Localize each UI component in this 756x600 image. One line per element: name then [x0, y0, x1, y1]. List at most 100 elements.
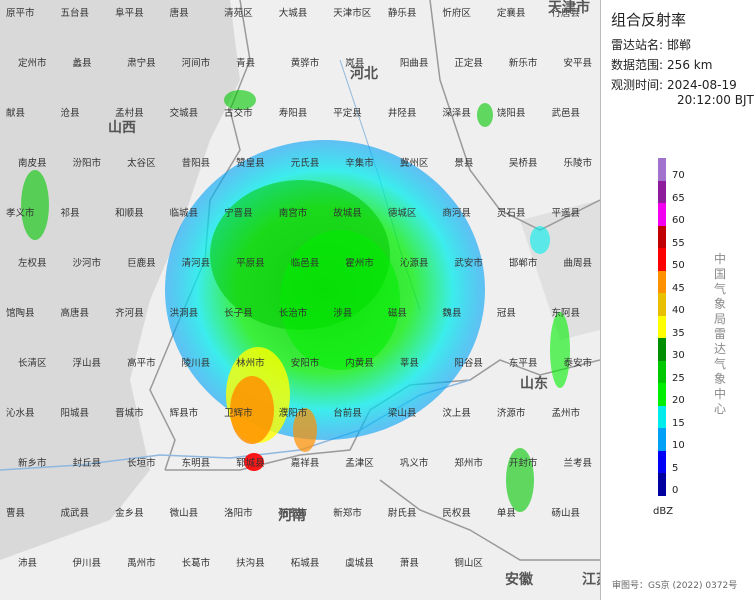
echo-cell	[21, 170, 49, 240]
time-clock: 20:12:00 BJT	[677, 93, 754, 107]
city-label: 曲周县	[563, 258, 592, 269]
province-label: 安徽	[505, 571, 534, 588]
city-label: 梁山县	[388, 407, 417, 419]
city-label: 陵川县	[182, 358, 211, 369]
city-label: 沛县	[18, 557, 37, 569]
echo-cell	[506, 448, 534, 512]
legend-color-45	[658, 270, 666, 293]
city-label: 行唐县	[551, 7, 580, 19]
legend-label-40: 40	[672, 305, 685, 316]
city-label: 昔阳县	[182, 158, 211, 169]
city-label: 太谷区	[127, 157, 156, 169]
city-label: 长治市	[279, 307, 308, 319]
watermark-text: 中国气象局雷达气象中心	[713, 252, 726, 416]
legend-label-0: 0	[672, 485, 679, 496]
city-label: 唐县	[170, 7, 189, 19]
city-label: 濮阳市	[279, 407, 308, 419]
city-label: 新郑市	[333, 507, 362, 519]
legend-color-65	[658, 180, 666, 203]
echo-area-red	[244, 453, 264, 471]
station-row: 雷达站名: 邯郸	[611, 36, 691, 53]
province-label: 山西	[108, 120, 136, 136]
city-label: 安平县	[563, 57, 592, 69]
city-label: 青县	[236, 57, 255, 69]
city-label: 东阿县	[551, 307, 580, 319]
city-label: 林州市	[236, 357, 265, 369]
echo-area-orange	[293, 408, 317, 452]
city-label: 安阳市	[291, 357, 320, 369]
city-label: 汾阳市	[73, 157, 102, 169]
city-label: 饶阳县	[497, 107, 526, 119]
city-label: 内黄县	[345, 357, 374, 369]
city-label: 辛集市	[345, 157, 374, 169]
legend-label-55: 55	[672, 237, 685, 249]
legend-label-60: 60	[672, 215, 685, 226]
legend-color-15	[658, 405, 666, 428]
city-label: 嘉祥县	[291, 457, 320, 469]
city-label: 沙河市	[73, 257, 102, 269]
station-value: 邯郸	[667, 38, 692, 52]
city-label: 吴桥县	[509, 157, 538, 169]
legend-color-60	[658, 203, 666, 226]
city-label: 正定县	[454, 57, 483, 69]
city-label: 磁县	[388, 307, 407, 319]
legend-color-55	[658, 225, 666, 248]
city-label: 长子县	[224, 307, 253, 319]
city-label: 涉县	[333, 307, 352, 319]
city-label: 故城县	[333, 207, 362, 219]
city-label: 齐河县	[115, 307, 144, 319]
radar-echo-layer	[21, 90, 570, 512]
city-label: 临城县	[170, 207, 199, 219]
city-label: 柘城县	[291, 557, 320, 569]
city-label: 深泽县	[442, 108, 471, 119]
legend-color-20	[658, 383, 666, 406]
legend-unit: dBZ	[653, 506, 674, 517]
time-label: 观测时间:	[611, 78, 664, 92]
info-panel: 组合反射率 雷达站名: 邯郸 数据范围: 256 km 观测时间: 2024-08-1…	[600, 0, 756, 600]
city-label: 东明县	[182, 457, 211, 469]
city-label: 武安市	[454, 257, 483, 269]
city-label: 禹州市	[127, 557, 156, 569]
city-label: 长垣市	[127, 457, 156, 469]
city-label: 尉氏县	[388, 507, 417, 519]
legend-label-35: 35	[672, 327, 685, 339]
review-number: 审图号：GS京 (2022) 0372号	[612, 581, 738, 591]
city-label: 卫辉市	[224, 407, 253, 419]
legend-label-5: 5	[672, 462, 679, 474]
city-label: 五台县	[61, 7, 90, 19]
city-label: 南皮县	[18, 157, 47, 169]
legend-color-30	[658, 338, 666, 361]
city-label: 汶上县	[442, 407, 471, 419]
city-label: 沁源县	[400, 258, 429, 269]
city-label: 浮山县	[73, 357, 102, 369]
city-label: 铜山区	[454, 557, 483, 569]
city-label: 长葛市	[182, 557, 211, 569]
city-label: 清河县	[182, 257, 211, 269]
city-label: 原平市	[6, 7, 35, 19]
city-label: 孝义市	[6, 207, 35, 219]
city-label: 泰安市	[563, 357, 592, 369]
city-label: 肃宁县	[127, 57, 156, 69]
city-label: 魏县	[442, 307, 461, 319]
city-label: 扶沟县	[236, 557, 265, 569]
city-label: 和顺县	[115, 208, 144, 219]
city-label: 金乡县	[115, 507, 144, 519]
station-label: 雷达站名:	[611, 38, 664, 52]
province-border	[429, 0, 600, 231]
range-value: 256 km	[667, 58, 713, 72]
city-label: 东平县	[509, 357, 538, 369]
legend-label-25: 25	[672, 372, 685, 384]
province-border	[379, 479, 600, 561]
city-label: 天津市区	[333, 7, 372, 19]
city-label: 郑州市	[454, 457, 483, 469]
city-label: 平原县	[236, 258, 265, 269]
city-label: 新乡市	[18, 457, 47, 469]
city-label: 微山县	[170, 507, 199, 519]
city-label: 左权县	[18, 257, 47, 269]
city-label: 曹县	[6, 507, 25, 519]
city-label: 乐陵市	[563, 157, 592, 169]
legend-label-50: 50	[672, 260, 685, 271]
city-label: 济源市	[497, 407, 526, 419]
